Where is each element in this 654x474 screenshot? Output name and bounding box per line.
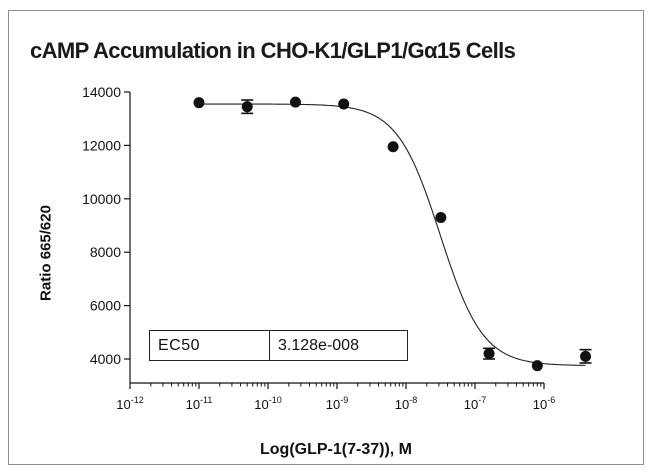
ec50-label: EC50 xyxy=(150,331,270,360)
data-point xyxy=(435,211,447,223)
data-point xyxy=(193,97,205,109)
x-axis-label: Log(GLP-1(7-37)), M xyxy=(260,441,412,458)
ec50-results-table: EC50 3.128e-008 xyxy=(149,330,408,361)
x-tick-label: 10-10 xyxy=(254,395,281,412)
y-tick-label: 6000 xyxy=(90,298,121,314)
fit-curve-layer xyxy=(199,103,586,366)
x-tick-label: 10-8 xyxy=(395,395,417,412)
x-tick-label: 10-7 xyxy=(464,395,486,412)
y-tick-label: 12000 xyxy=(82,137,121,153)
x-tick-label: 10-12 xyxy=(116,395,143,412)
x-tick-label: 10-9 xyxy=(326,395,348,412)
data-point xyxy=(338,98,350,110)
y-axis-label: Ratio 665/620 xyxy=(37,205,55,301)
data-point xyxy=(289,96,301,108)
y-tick-label: 8000 xyxy=(90,244,121,260)
data-point xyxy=(531,360,543,372)
data-points-layer xyxy=(193,96,592,372)
y-tick-label: 10000 xyxy=(82,191,121,207)
fit-curve xyxy=(199,103,586,366)
data-point xyxy=(483,348,495,360)
data-point xyxy=(580,350,592,362)
data-point xyxy=(387,141,399,153)
x-ticks: 10-12 10-11 10-10 10-9 10-8 10-7 10-6 xyxy=(116,383,555,412)
y-tick-label: 4000 xyxy=(90,351,121,367)
y-ticks: 4000 6000 8000 10000 12000 14000 xyxy=(82,84,130,367)
chart-title: cAMP Accumulation in CHO-K1/GLP1/Gα15 Ce… xyxy=(30,38,516,63)
x-tick-label: 10-11 xyxy=(186,395,213,412)
y-tick-label: 14000 xyxy=(82,84,121,100)
chart-frame xyxy=(8,10,644,465)
x-tick-label: 10-6 xyxy=(533,395,555,412)
ec50-value: 3.128e-008 xyxy=(278,337,359,354)
data-point xyxy=(241,101,253,113)
